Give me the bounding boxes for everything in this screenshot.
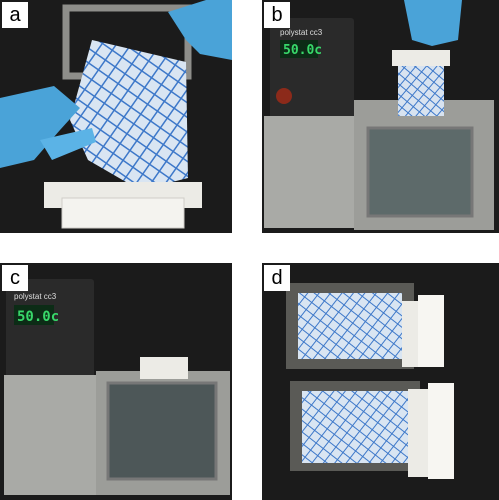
glass-window xyxy=(106,381,218,481)
lcd-display: 50.0c xyxy=(17,309,59,325)
panel-label: b xyxy=(264,2,290,28)
panel-c-photo: 50.0c polystat cc3 xyxy=(0,263,232,500)
panel-b: 50.0c polystat cc3 b xyxy=(262,0,499,233)
teflon-top xyxy=(392,50,450,66)
panel-a-photo xyxy=(0,0,232,233)
brand-label: polystat cc3 xyxy=(280,28,323,37)
lcd-display: 50.0c xyxy=(283,43,322,58)
steel-box xyxy=(264,116,358,228)
teflon-top xyxy=(140,357,188,379)
panel-d-photo xyxy=(262,263,499,500)
glass-window xyxy=(366,126,474,218)
brand-label: polystat cc3 xyxy=(14,292,57,301)
glove xyxy=(404,0,462,46)
panel-c: 50.0c polystat cc3 c xyxy=(0,263,232,500)
glove-right xyxy=(168,0,232,60)
panel-d: d xyxy=(262,263,499,500)
panel-b-photo: 50.0c polystat cc3 xyxy=(262,0,499,233)
panel-a: a xyxy=(0,0,232,233)
mesh-sheet xyxy=(70,40,188,190)
panel-label: a xyxy=(2,2,28,28)
panel-label: c xyxy=(2,265,28,291)
panel-label: d xyxy=(264,265,290,291)
glove-left xyxy=(0,86,80,168)
steel-box xyxy=(4,375,104,495)
